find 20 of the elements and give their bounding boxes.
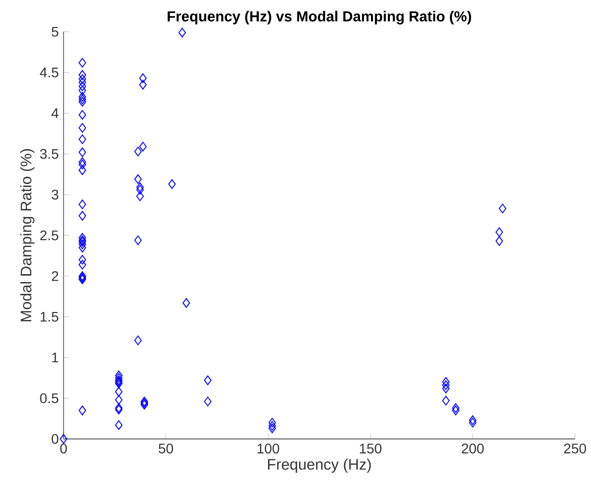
y-axis-title: Modal Damping Ratio (%) xyxy=(20,149,34,322)
y-tick-label: 3 xyxy=(52,190,58,200)
x-tick-label: 0 xyxy=(60,444,67,454)
y-tick-label: 3.5 xyxy=(40,149,58,160)
y-tick-label: 2.5 xyxy=(40,230,58,241)
x-tick-label: 150 xyxy=(360,444,382,454)
x-tick-label: 250 xyxy=(564,444,586,454)
y-tick-label: 4.5 xyxy=(40,68,58,78)
x-tick-label: 50 xyxy=(158,444,174,454)
x-axis-title: Frequency (Hz) xyxy=(268,458,371,473)
y-tick-label: 5 xyxy=(52,27,58,37)
y-tick-label: 0 xyxy=(52,434,58,444)
y-tick-label: 0.5 xyxy=(40,394,58,404)
y-tick-label: 1 xyxy=(52,352,58,362)
y-tick-label: 4 xyxy=(51,108,58,118)
chart-title: Frequency (Hz) vs Modal Damping Ratio (%) xyxy=(168,11,472,25)
y-tick-label: 2 xyxy=(52,271,58,282)
y-tick-label: 1.5 xyxy=(40,312,58,322)
x-tick-label: 200 xyxy=(462,444,484,454)
x-tick-label: 100 xyxy=(258,444,280,454)
